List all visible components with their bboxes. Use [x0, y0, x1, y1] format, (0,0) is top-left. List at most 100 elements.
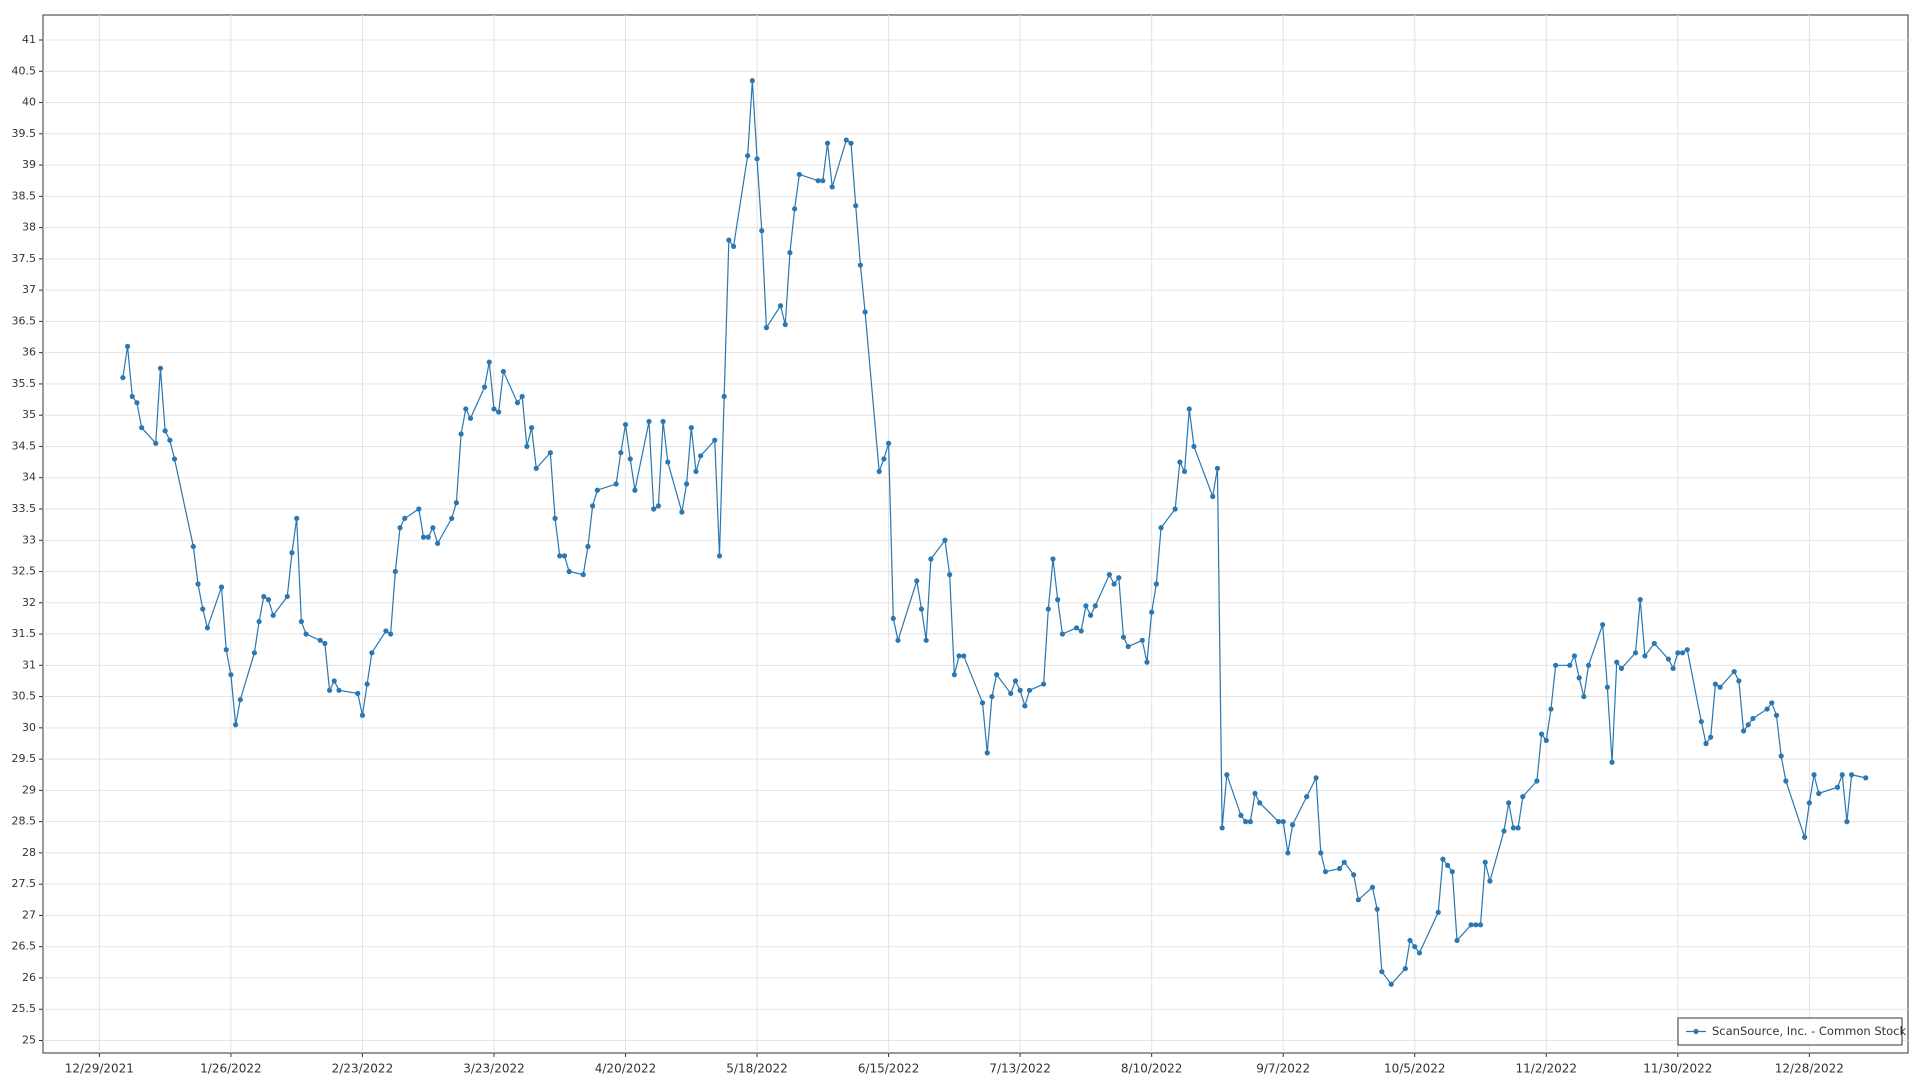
y-tick-label: 39: [22, 158, 36, 171]
data-point: [1120, 634, 1127, 640]
data-point: [1402, 965, 1408, 972]
data-point: [1351, 872, 1357, 878]
x-tick-label: 10/5/2022: [1384, 1062, 1446, 1076]
y-tick-label: 35: [22, 408, 36, 421]
data-point: [1769, 700, 1775, 706]
data-point: [1280, 819, 1286, 825]
y-tick-label: 33.5: [12, 502, 37, 515]
data-point: [683, 481, 690, 487]
data-point: [1806, 800, 1812, 806]
y-tick-label: 31.5: [12, 627, 37, 640]
data-point: [1050, 556, 1056, 562]
y-tick-label: 34.5: [12, 439, 37, 452]
data-point: [1745, 722, 1751, 728]
data-point: [326, 687, 333, 693]
data-point: [1257, 800, 1263, 806]
data-point: [698, 453, 704, 459]
data-point: [491, 406, 497, 412]
data-point: [1318, 850, 1324, 856]
data-point: [1567, 662, 1573, 668]
data-point: [928, 556, 934, 562]
data-point: [481, 384, 488, 390]
data-point: [1355, 897, 1361, 903]
data-point: [1764, 706, 1770, 712]
data-point: [496, 409, 502, 415]
data-point: [749, 78, 755, 84]
data-point: [1022, 703, 1028, 709]
x-tick-label: 8/10/2022: [1121, 1062, 1183, 1076]
y-tick-label: 36: [22, 346, 36, 359]
data-point: [1336, 865, 1343, 872]
data-point: [914, 578, 920, 584]
data-point: [430, 525, 436, 531]
data-point: [383, 628, 389, 634]
data-point: [1571, 653, 1578, 659]
data-point: [1341, 859, 1347, 865]
data-point: [1087, 612, 1094, 618]
data-point: [153, 440, 159, 446]
data-point: [627, 456, 633, 462]
data-point: [1834, 784, 1841, 790]
grid: [43, 15, 1908, 1053]
data-point: [594, 487, 600, 493]
data-point: [533, 465, 539, 471]
data-point: [1149, 609, 1155, 615]
data-point: [1041, 681, 1047, 687]
legend: ScanSource, Inc. - Common Stock: [1677, 1017, 1907, 1046]
data-point: [1416, 950, 1423, 956]
data-point: [1708, 734, 1714, 740]
data-point: [651, 506, 657, 512]
data-point: [1116, 575, 1122, 581]
data-point: [566, 568, 572, 575]
data-point: [777, 303, 784, 309]
data-point: [284, 593, 290, 600]
x-tick-label: 12/29/2021: [65, 1062, 134, 1076]
data-point: [979, 700, 986, 706]
data-point: [1017, 687, 1023, 693]
data-point: [416, 506, 422, 512]
data-point: [1379, 969, 1385, 975]
y-tick-label: 29.5: [12, 752, 37, 765]
data-point: [1473, 922, 1479, 928]
x-tick-label: 5/18/2022: [726, 1062, 788, 1076]
data-point: [251, 650, 257, 656]
data-point: [693, 468, 699, 475]
data-point: [1717, 684, 1723, 690]
y-tick-label: 28: [22, 846, 36, 859]
plot-area: [42, 14, 1909, 1054]
data-point: [1604, 684, 1610, 690]
data-point: [1515, 825, 1521, 831]
y-tick-label: 32: [22, 596, 36, 609]
data-point: [1026, 687, 1033, 693]
data-point: [1144, 659, 1150, 665]
data-point: [1092, 603, 1098, 609]
data-point: [1369, 884, 1376, 890]
data-point: [1712, 681, 1718, 687]
data-point: [989, 693, 995, 700]
data-point: [1477, 922, 1484, 928]
data-point: [1045, 606, 1051, 612]
data-point: [787, 250, 793, 256]
data-point: [317, 637, 323, 643]
data-point: [514, 400, 521, 406]
data-point: [331, 678, 337, 684]
legend-box: [1677, 1017, 1903, 1046]
data-point: [1506, 800, 1512, 806]
data-point: [1736, 678, 1742, 684]
data-point: [716, 553, 723, 559]
data-point: [1055, 597, 1061, 603]
data-point: [1445, 862, 1451, 869]
y-tick-label: 38: [22, 221, 36, 234]
legend-swatch-dot: [1693, 1028, 1699, 1035]
y-tick-label: 26: [22, 971, 36, 984]
data-point: [223, 647, 229, 653]
data-point: [857, 262, 864, 268]
data-point: [726, 237, 732, 243]
data-point: [336, 687, 342, 693]
data-point: [1679, 650, 1686, 656]
data-point: [1454, 937, 1460, 944]
data-point: [660, 418, 666, 425]
data-point: [1863, 775, 1869, 781]
y-tick-label: 27.5: [12, 877, 37, 890]
data-point: [580, 572, 586, 578]
